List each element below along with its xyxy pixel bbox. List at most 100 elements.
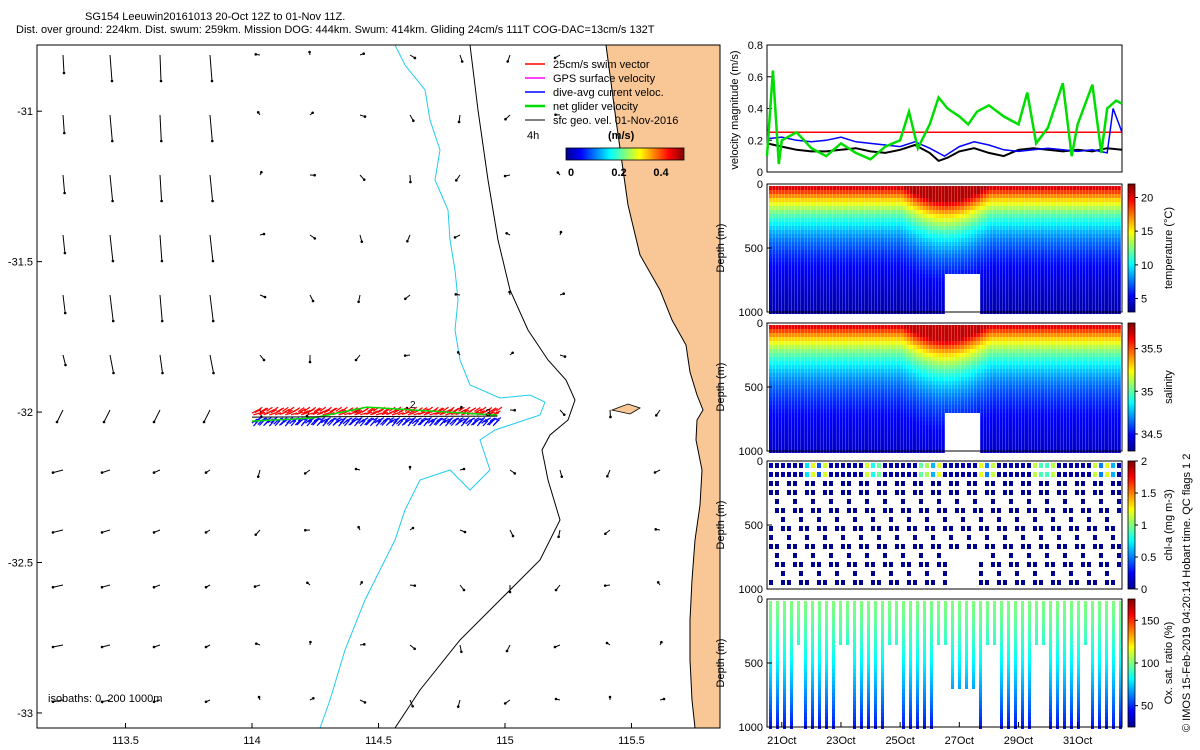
section-sample (820, 417, 824, 421)
section-sample (1050, 270, 1054, 274)
sfc-vector-head (308, 50, 311, 54)
section-sample (845, 369, 849, 373)
sfc-vector (62, 354, 66, 366)
section-sample (1117, 254, 1121, 258)
section-sample (772, 377, 776, 381)
section-sample (1105, 202, 1108, 206)
section-sample (1031, 186, 1035, 190)
section-sample (1034, 230, 1038, 234)
section-sample (1076, 190, 1080, 194)
section-sample (823, 294, 827, 298)
swim-vector (397, 412, 404, 416)
section-sample (807, 282, 811, 286)
section-sample (1089, 302, 1092, 306)
section-sample (900, 294, 904, 298)
section-sample (977, 262, 980, 266)
section-sample (1108, 262, 1112, 266)
section-sample (1063, 230, 1067, 234)
dac-vector (348, 419, 355, 426)
section-sample (932, 198, 936, 202)
section-sample (801, 278, 804, 282)
section-sample (813, 389, 817, 393)
section-sample (929, 306, 932, 310)
section-sample (1041, 206, 1044, 210)
section-sample (788, 421, 792, 425)
section-sample (1012, 222, 1016, 226)
section-sample (791, 294, 795, 298)
section-sample (1053, 222, 1057, 226)
section-sample (925, 298, 929, 302)
section-sample (887, 254, 891, 258)
section-sample (1021, 282, 1025, 286)
section-sample (1082, 230, 1086, 234)
section-sample (986, 286, 990, 290)
section-sample (916, 262, 920, 266)
section-sample (778, 286, 782, 290)
section-sample (1044, 250, 1048, 254)
section-sample (1092, 278, 1096, 282)
section-sample (1031, 222, 1035, 226)
section-sample (1037, 246, 1041, 250)
section-sample (1076, 246, 1080, 250)
section-sample (785, 206, 788, 210)
section-sample (1114, 278, 1118, 282)
section-sample (769, 190, 772, 194)
section-sample (791, 337, 795, 341)
section-sample (839, 242, 843, 246)
section-sample (913, 278, 916, 282)
section-sample (852, 445, 856, 449)
section-sample (788, 329, 792, 333)
section-sample (801, 353, 804, 357)
section-sample (1044, 218, 1048, 222)
section-sample (823, 198, 827, 202)
section-sample (1105, 258, 1108, 262)
section-sample (849, 333, 852, 337)
section-sample (1114, 242, 1118, 246)
section-sample (791, 377, 795, 381)
section-sample (797, 294, 801, 298)
section-sample (775, 270, 779, 274)
section-sample (855, 230, 859, 234)
section-sample (913, 306, 916, 310)
section-sample (849, 389, 852, 393)
section-sample (823, 274, 827, 278)
section-sample (1095, 222, 1099, 226)
section-sample (871, 214, 875, 218)
section-sample (954, 206, 958, 210)
section-sample (1069, 266, 1073, 270)
section-sample (938, 282, 942, 286)
section-sample (781, 445, 785, 449)
section-sample (836, 421, 840, 425)
section-sample (1105, 226, 1108, 230)
section-sample (1069, 258, 1073, 262)
section-sample (1069, 298, 1073, 302)
swim-vector (403, 411, 410, 415)
section-sample (913, 270, 916, 274)
section-sample (778, 294, 782, 298)
section-sample (964, 258, 968, 262)
section-sample (810, 294, 814, 298)
section-sample (890, 238, 894, 242)
section-sample (1098, 286, 1102, 290)
section-sample (813, 214, 817, 218)
section-sample (801, 198, 804, 202)
section-sample (836, 381, 840, 385)
section-sample (826, 274, 830, 278)
section-sample (842, 194, 846, 198)
section-sample (772, 266, 776, 270)
section-sample (1031, 194, 1035, 198)
section-sample (961, 266, 964, 270)
section-sample (1101, 306, 1105, 310)
section-sample (903, 210, 907, 214)
section-sample (1073, 202, 1076, 206)
section-sample (1005, 266, 1009, 270)
section-sample (855, 262, 859, 266)
section-sample (804, 329, 808, 333)
dac-vector (495, 417, 502, 421)
section-sample (775, 286, 779, 290)
section-sample (785, 254, 788, 258)
section-sample (849, 385, 852, 389)
section-sample (794, 417, 798, 421)
section-sample (1041, 266, 1044, 270)
section-sample (1053, 206, 1057, 210)
